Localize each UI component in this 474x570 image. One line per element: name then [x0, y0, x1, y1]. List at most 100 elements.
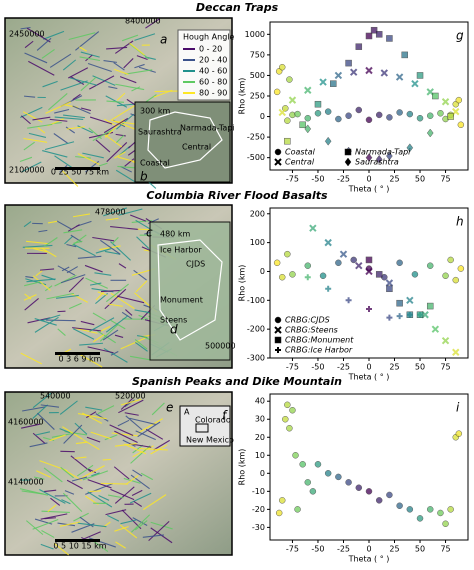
data-point	[289, 407, 295, 413]
data-point	[437, 110, 443, 116]
x-tick-label: -50	[311, 545, 324, 554]
data-point	[279, 274, 285, 280]
data-point	[448, 114, 454, 120]
data-point	[407, 111, 413, 117]
data-point	[397, 503, 403, 509]
legend-marker	[345, 149, 351, 155]
data-point	[427, 506, 433, 512]
map-label: 8400000	[125, 17, 161, 26]
data-point	[284, 118, 290, 124]
y-tick-label: 0	[260, 267, 265, 276]
x-tick-label: -25	[337, 175, 350, 184]
data-point	[315, 110, 321, 116]
data-point	[325, 470, 331, 476]
data-point	[366, 117, 372, 123]
data-point	[443, 521, 449, 527]
data-point	[366, 488, 372, 494]
x-tick-label: -50	[311, 175, 324, 184]
x-axis-label: Theta ( ° )	[348, 185, 390, 194]
data-point	[315, 461, 321, 467]
y-axis-label: Rho (km)	[238, 78, 247, 115]
data-point	[443, 273, 449, 279]
data-point	[456, 97, 462, 103]
legend-label: Saurashtra	[355, 158, 399, 167]
data-point	[376, 112, 382, 118]
data-point	[356, 485, 362, 491]
data-point	[325, 109, 331, 115]
y-tick-label: 250	[250, 92, 265, 101]
map-label: b	[140, 170, 148, 184]
data-point	[335, 260, 341, 266]
data-point	[397, 109, 403, 115]
data-point	[305, 263, 311, 269]
section-title: Spanish Peaks and Dike Mountain	[132, 375, 342, 388]
data-point	[386, 492, 392, 498]
section-title: Columbia River Flood Basalts	[146, 189, 328, 202]
map-label: 478000	[95, 208, 126, 217]
x-tick-label: -75	[286, 363, 299, 372]
data-point	[458, 122, 464, 128]
data-point	[282, 416, 288, 422]
data-point	[417, 72, 423, 78]
map-label: 80 - 90	[199, 89, 227, 98]
data-point	[284, 402, 290, 408]
map-label: 2450000	[9, 30, 45, 39]
map-label: Saurashtra	[138, 128, 182, 137]
map-label: CJDS	[186, 260, 205, 269]
data-point	[315, 101, 321, 107]
data-point	[397, 300, 403, 306]
data-point	[386, 286, 392, 292]
data-point	[279, 497, 285, 503]
legend-label: CRBG:CJDS	[285, 316, 330, 325]
data-point	[407, 506, 413, 512]
map-label: 540000	[40, 392, 71, 401]
data-point	[458, 266, 464, 272]
y-tick-label: 30	[255, 415, 265, 424]
x-tick-label: 75	[440, 175, 450, 184]
data-point	[386, 114, 392, 120]
x-tick-label: -50	[311, 363, 324, 372]
map-label: Monument	[160, 296, 203, 305]
data-point	[279, 64, 285, 70]
data-point	[276, 510, 282, 516]
y-tick-label: 20	[255, 433, 265, 442]
y-tick-label: 750	[250, 50, 265, 59]
legend-label: Coastal	[285, 148, 316, 157]
map-label: 0 25 50 75 km	[51, 168, 109, 177]
y-tick-label: -20	[252, 505, 265, 514]
map-label: 500000	[205, 342, 236, 351]
y-tick-label: -300	[247, 354, 265, 363]
map-label: d	[170, 323, 178, 337]
map-label: Steens	[160, 316, 187, 325]
map-label: a	[160, 33, 167, 47]
data-point	[335, 474, 341, 480]
data-point	[402, 52, 408, 58]
data-point	[335, 116, 341, 122]
plot-area	[270, 394, 468, 540]
data-point	[330, 81, 336, 87]
x-tick-label: 0	[366, 363, 371, 372]
map-label: 40 - 60	[199, 67, 227, 76]
y-tick-label: -250	[247, 133, 265, 142]
y-axis-label: Rho (km)	[238, 265, 247, 302]
data-point	[284, 251, 290, 257]
data-point	[356, 107, 362, 113]
dike-trace	[89, 491, 101, 492]
data-point	[346, 113, 352, 119]
data-point	[386, 35, 392, 41]
data-point	[412, 271, 418, 277]
map-label: 4160000	[8, 418, 44, 427]
map-label: Narmada-Tapi	[180, 124, 235, 133]
legend-marker	[275, 149, 281, 155]
data-point	[427, 303, 433, 309]
x-tick-label: 75	[440, 363, 450, 372]
legend-label: CRBG:Ice Harbor	[285, 346, 353, 355]
map-label: 520000	[115, 392, 146, 401]
map-label: 4140000	[8, 478, 44, 487]
data-point	[320, 273, 326, 279]
data-point	[300, 461, 306, 467]
legend-marker	[275, 337, 281, 343]
data-point	[305, 479, 311, 485]
data-point	[376, 271, 382, 277]
